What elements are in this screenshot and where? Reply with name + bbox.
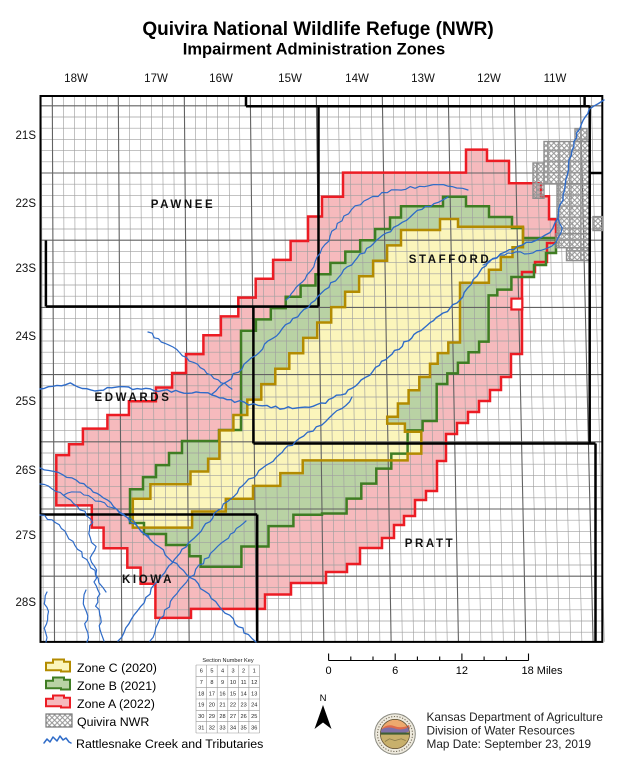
svg-text:15W: 15W	[278, 73, 302, 85]
svg-text:20: 20	[209, 703, 215, 709]
svg-text:Section Number Key: Section Number Key	[202, 658, 254, 664]
svg-text:32: 32	[209, 725, 215, 731]
svg-text:14W: 14W	[345, 73, 369, 85]
svg-text:Kansas Department of Agricultu: Kansas Department of Agriculture	[427, 710, 604, 724]
svg-text:22: 22	[230, 703, 236, 709]
svg-text:9: 9	[221, 680, 224, 686]
svg-text:18: 18	[198, 691, 204, 697]
svg-text:19: 19	[198, 703, 204, 709]
svg-text:1: 1	[253, 669, 256, 675]
svg-text:2: 2	[242, 669, 245, 675]
svg-text:16: 16	[219, 691, 225, 697]
svg-text:25: 25	[251, 714, 257, 720]
svg-text:29: 29	[209, 714, 215, 720]
svg-text:8: 8	[210, 680, 213, 686]
svg-text:PAWNEE: PAWNEE	[151, 199, 216, 211]
svg-text:Quivira NWR: Quivira NWR	[77, 715, 149, 729]
svg-text:N: N	[320, 693, 327, 704]
svg-text:4: 4	[221, 669, 224, 675]
svg-text:6: 6	[200, 669, 203, 675]
svg-text:21S: 21S	[16, 130, 37, 142]
svg-text:24: 24	[251, 703, 257, 709]
svg-text:26: 26	[240, 714, 246, 720]
svg-text:PRATT: PRATT	[405, 538, 455, 550]
svg-text:24S: 24S	[16, 331, 37, 343]
svg-text:Quivira National Wildlife Refu: Quivira National Wildlife Refuge (NWR)	[142, 19, 493, 40]
svg-text:5: 5	[210, 669, 213, 675]
svg-text:23: 23	[240, 703, 246, 709]
svg-text:Zone B (2021): Zone B (2021)	[77, 679, 156, 693]
svg-text:11W: 11W	[544, 73, 567, 85]
svg-text:Rattlesnake Creek and Tributar: Rattlesnake Creek and Tributaries	[76, 737, 263, 751]
svg-text:17W: 17W	[144, 73, 168, 85]
svg-text:25S: 25S	[16, 396, 37, 408]
svg-text:6: 6	[392, 665, 398, 677]
svg-text:35: 35	[240, 725, 246, 731]
svg-text:KIOWA: KIOWA	[122, 574, 174, 586]
svg-text:27: 27	[230, 714, 236, 720]
svg-text:7: 7	[200, 680, 203, 686]
svg-text:26S: 26S	[16, 465, 37, 477]
svg-text:27S: 27S	[16, 530, 37, 542]
svg-text:30: 30	[198, 714, 204, 720]
svg-text:13: 13	[251, 691, 257, 697]
svg-text:12: 12	[456, 665, 468, 677]
svg-text:Impairment Administration Zone: Impairment Administration Zones	[183, 41, 446, 59]
svg-text:17: 17	[209, 691, 215, 697]
svg-text:12: 12	[251, 680, 257, 686]
svg-text:33: 33	[219, 725, 225, 731]
svg-text:36: 36	[251, 725, 257, 731]
svg-text:Division of Water Resources: Division of Water Resources	[427, 724, 575, 738]
svg-text:15: 15	[230, 691, 236, 697]
svg-text:23S: 23S	[16, 263, 37, 275]
svg-text:14: 14	[240, 691, 246, 697]
svg-text:EDWARDS: EDWARDS	[95, 392, 172, 404]
svg-text:34: 34	[230, 725, 236, 731]
svg-text:22S: 22S	[16, 198, 37, 210]
svg-text:16W: 16W	[209, 73, 233, 85]
svg-text:28: 28	[219, 714, 225, 720]
svg-text:Map Date: September 23, 2019: Map Date: September 23, 2019	[427, 737, 592, 751]
svg-text:10: 10	[230, 680, 236, 686]
svg-text:28S: 28S	[16, 597, 37, 609]
svg-text:0: 0	[326, 665, 332, 677]
svg-text:11: 11	[241, 680, 247, 686]
svg-text:18 Miles: 18 Miles	[522, 665, 563, 677]
svg-text:13W: 13W	[411, 73, 435, 85]
svg-text:STAFFORD: STAFFORD	[409, 254, 492, 266]
svg-text:Zone A (2022): Zone A (2022)	[77, 697, 155, 711]
svg-text:18W: 18W	[64, 73, 88, 85]
svg-text:Zone C (2020): Zone C (2020)	[77, 661, 157, 675]
svg-text:3: 3	[231, 669, 234, 675]
svg-text:12W: 12W	[477, 73, 501, 85]
svg-text:31: 31	[198, 725, 204, 731]
svg-text:21: 21	[219, 703, 225, 709]
